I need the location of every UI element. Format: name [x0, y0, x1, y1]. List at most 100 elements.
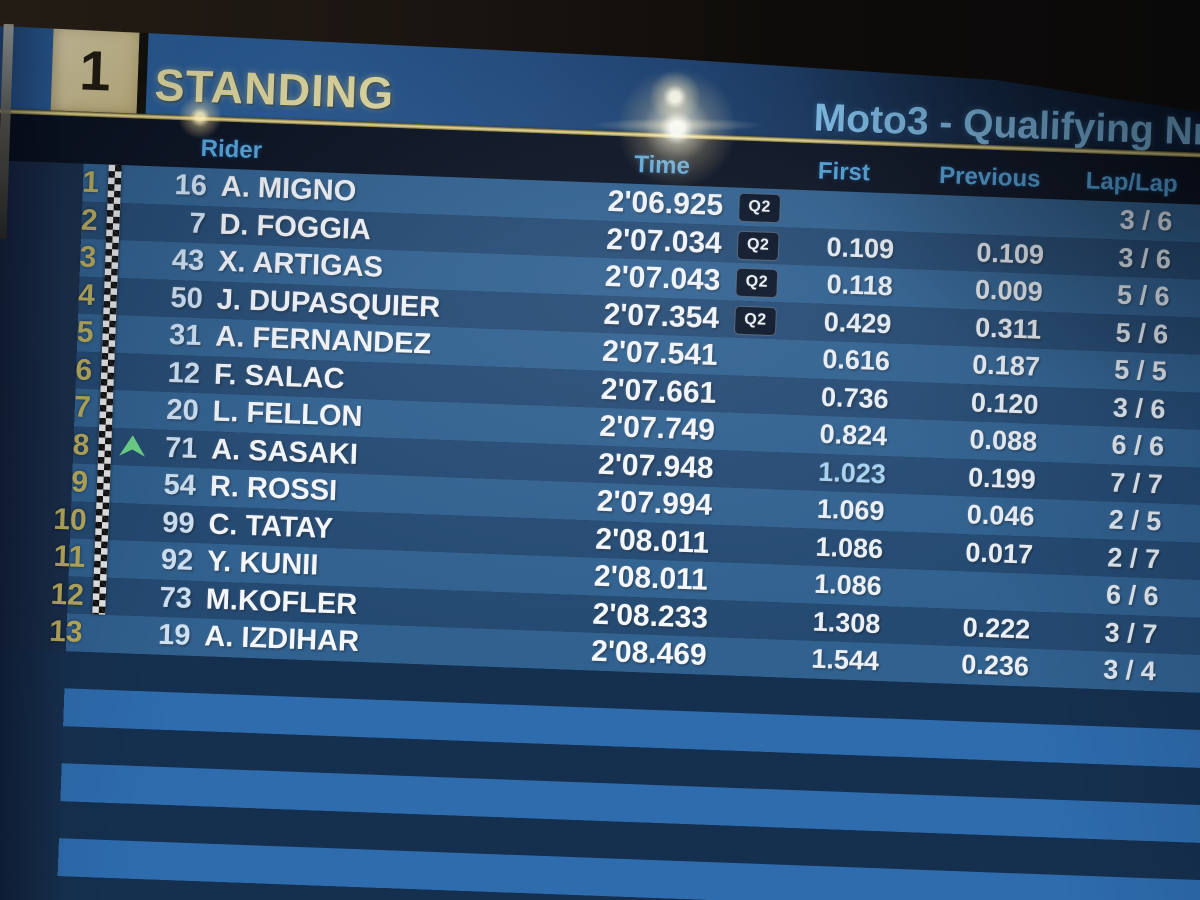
rider-number: 50 — [170, 281, 204, 315]
gap-first: 0.824 — [819, 418, 888, 452]
position-cell: 4 — [77, 278, 96, 312]
lap-time: 2'07.749 — [598, 409, 716, 447]
rider-name: R. ROSSI — [209, 470, 338, 508]
rider-name: L. FELLON — [212, 395, 364, 434]
rider-number: 73 — [159, 581, 193, 615]
rider-name: X. ARTIGAS — [217, 245, 384, 284]
position-cell: 3 — [79, 240, 97, 275]
rider-name: D. FOGGIA — [219, 208, 372, 246]
column-header-rider: Rider — [200, 134, 263, 165]
position-cell: 5 — [76, 315, 95, 350]
lap-count: 3 / 6 — [1119, 204, 1173, 237]
gap-first: 0.109 — [826, 231, 895, 264]
lap-time: 2'07.354 — [602, 297, 720, 335]
gap-previous: 0.009 — [974, 274, 1044, 307]
lap-time: 2'07.661 — [600, 372, 717, 410]
q2-badge: Q2 — [736, 230, 780, 261]
lap-count: 6 / 6 — [1111, 429, 1165, 462]
lap-time: 2'08.469 — [590, 634, 708, 672]
lap-count: 7 / 7 — [1109, 466, 1164, 499]
position-cell: 13 — [48, 614, 84, 649]
gap-first: 0.736 — [820, 381, 890, 414]
gap-previous: 0.199 — [967, 461, 1037, 495]
rider-number: 16 — [174, 169, 208, 203]
gap-previous — [942, 195, 1046, 236]
gap-first: 1.544 — [810, 643, 880, 677]
column-header-previous: Previous — [938, 162, 1041, 193]
lap-count: 2 / 5 — [1108, 504, 1162, 537]
rider-name: C. TATAY — [208, 507, 334, 545]
lap-count: 3 / 4 — [1102, 654, 1157, 687]
rider-name: A. IZDIHAR — [203, 620, 360, 659]
lap-count: 2 / 7 — [1106, 541, 1161, 574]
rider-number: 99 — [161, 506, 196, 540]
column-header-laps: Lap/Lap — [1085, 167, 1179, 198]
rider-name: A. MIGNO — [220, 170, 357, 208]
lap-time: 2'08.233 — [591, 597, 709, 635]
gap-previous: 0.236 — [960, 649, 1030, 682]
position-cell: 7 — [73, 390, 92, 425]
position-cell: 6 — [74, 352, 93, 387]
gap-previous: 0.088 — [969, 424, 1038, 457]
gap-previous: 0.046 — [966, 499, 1035, 532]
lap-time: 2'07.541 — [601, 334, 719, 372]
rider-name: Y. KUNII — [206, 545, 319, 582]
gap-previous — [928, 570, 1032, 611]
standings-table: 1 16 A. MIGNO 2'06.925 Q2 3 / 6 2 7 D. FOGGIA 2'0… — [0, 158, 1200, 900]
gap-first: 0.429 — [823, 306, 892, 339]
lap-count: 5 / 6 — [1116, 279, 1171, 312]
rider-number: 43 — [171, 243, 205, 278]
rider-number: 71 — [164, 431, 198, 465]
position-cell: 8 — [72, 427, 91, 462]
gap-previous: 0.017 — [964, 536, 1034, 570]
gap-first: 1.308 — [812, 606, 881, 639]
gap-first: 1.086 — [813, 568, 883, 602]
gap-first: 1.023 — [817, 456, 887, 489]
lap-time: 2'08.011 — [593, 559, 709, 597]
column-header-time: Time — [633, 150, 691, 180]
gap-first: 1.086 — [815, 531, 884, 564]
rider-number: 20 — [165, 393, 200, 428]
gap-first — [797, 190, 896, 231]
lap-time: 2'06.925 — [607, 184, 724, 223]
column-header-first: First — [817, 157, 871, 187]
q2-badge: Q2 — [738, 192, 782, 224]
rider-number: 19 — [157, 618, 192, 652]
position-cell: 11 — [52, 539, 86, 574]
lap-count: 3 / 6 — [1117, 242, 1172, 275]
rider-number: 92 — [160, 543, 194, 577]
lap-time: 2'07.034 — [605, 222, 723, 260]
rider-number: 7 — [188, 207, 207, 240]
gap-first: 1.069 — [816, 493, 886, 527]
lap-time: 2'07.948 — [597, 447, 715, 485]
lap-time: 2'07.043 — [604, 259, 722, 298]
gap-first: 0.616 — [821, 343, 891, 377]
gap-first: 0.118 — [826, 268, 894, 302]
panel-number-box: 1 — [50, 27, 149, 114]
lap-count: 3 / 7 — [1104, 616, 1158, 649]
gap-previous: 0.120 — [970, 386, 1040, 420]
position-cell: 10 — [52, 502, 88, 537]
lap-count: 6 / 6 — [1105, 579, 1160, 612]
position-cell: 1 — [81, 165, 100, 200]
lap-count: 5 / 6 — [1115, 317, 1169, 349]
rider-number: 12 — [167, 356, 201, 390]
position-cell: 2 — [80, 203, 99, 237]
gap-previous: 0.187 — [971, 349, 1041, 382]
rider-name: M.KOFLER — [205, 582, 358, 621]
rider-name: A. SASAKI — [210, 433, 359, 471]
lap-count: 5 / 5 — [1113, 354, 1168, 387]
q2-badge: Q2 — [733, 305, 777, 336]
lap-time: 2'07.994 — [596, 484, 713, 522]
rider-name: F. SALAC — [213, 358, 346, 395]
rider-number: 54 — [163, 468, 197, 502]
lap-time: 2'08.011 — [594, 522, 710, 560]
gap-previous: 0.311 — [974, 311, 1042, 345]
position-cell: 9 — [70, 465, 89, 500]
position-cell: 12 — [49, 577, 85, 612]
lap-count: 3 / 6 — [1112, 392, 1167, 424]
panel-number: 1 — [78, 38, 112, 103]
page-title: STANDING — [153, 59, 396, 119]
